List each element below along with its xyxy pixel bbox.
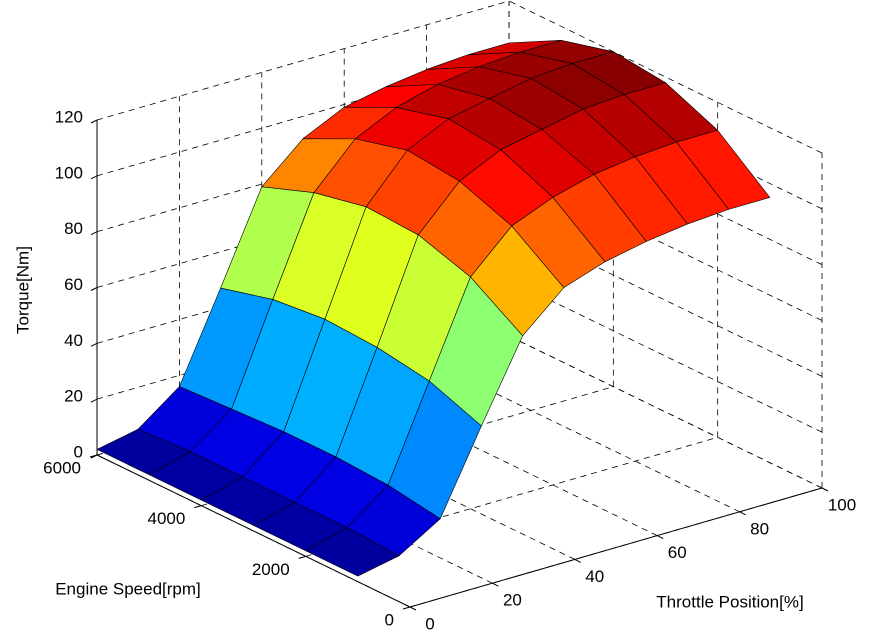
z-tick-label: 0 (74, 442, 83, 461)
x-tick-label: 0 (425, 614, 434, 633)
y-tick-label: 2000 (252, 560, 290, 579)
y-tick (298, 555, 306, 559)
x-tick (409, 606, 417, 611)
z-tick-label: 100 (55, 163, 83, 182)
grid-line (508, 279, 823, 433)
y-tick-label: 0 (385, 610, 394, 629)
y-axis-title: Engine Speed[rpm] (55, 579, 201, 598)
grid-line (508, 335, 823, 489)
z-tick (90, 454, 98, 459)
z-tick-label: 80 (64, 219, 83, 238)
z-tick (90, 398, 98, 403)
y-axis (96, 454, 411, 608)
z-tick (90, 342, 98, 347)
x-axis-title: Throttle Position[%] (656, 592, 803, 611)
z-tick-label: 60 (64, 275, 83, 294)
x-tick-label: 20 (503, 591, 522, 610)
z-tick (90, 119, 98, 124)
x-tick-label: 100 (828, 495, 856, 514)
z-tick-label: 20 (64, 387, 83, 406)
z-tick-label: 120 (55, 107, 83, 126)
x-tick (492, 582, 499, 587)
z-tick (90, 231, 98, 236)
x-tick-label: 80 (750, 519, 769, 538)
z-tick-label: 40 (64, 331, 83, 350)
surface-face (305, 527, 400, 577)
z-tick (90, 287, 98, 291)
x-tick-label: 40 (585, 567, 604, 586)
y-tick-label: 6000 (43, 458, 81, 477)
y-tick (194, 505, 202, 509)
surface-layer (96, 39, 771, 577)
grid-line (96, 0, 510, 121)
x-tick-label: 60 (668, 543, 687, 562)
x-tick (739, 511, 746, 516)
z-axis-title: Torque[Nm] (13, 246, 32, 334)
grid-line (508, 335, 823, 489)
grid-line (508, 0, 823, 154)
y-tick-label: 4000 (148, 509, 186, 528)
x-tick (574, 558, 582, 563)
x-axis (409, 487, 823, 608)
x-tick (821, 487, 829, 492)
x-tick (656, 535, 664, 540)
z-tick (90, 175, 98, 180)
y-tick (402, 606, 411, 610)
